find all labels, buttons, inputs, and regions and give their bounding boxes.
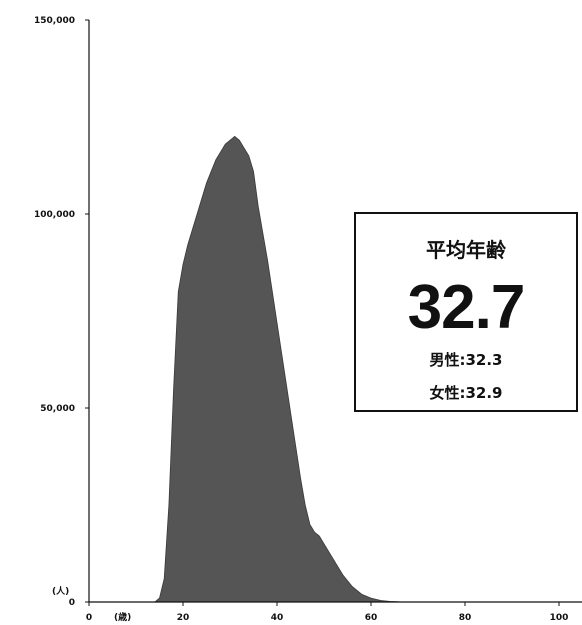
x-tick-label: 80 (459, 613, 472, 623)
x-unit-label: (歳) (114, 611, 131, 623)
female-average-age: 女性:32.9 (429, 384, 503, 402)
x-tick-label: 40 (271, 613, 284, 623)
average-age-box: 平均年齢 32.7 男性:32.3 女性:32.9 (354, 212, 578, 412)
y-tick-label: 0 (69, 598, 75, 608)
x-tick-label: 0 (86, 613, 92, 623)
age-distribution-area (89, 135, 582, 603)
x-tick-label: 100 (550, 613, 569, 623)
average-age-value: 32.7 (407, 273, 526, 342)
y-tick-label: 50,000 (40, 404, 75, 414)
y-tick-label: 150,000 (34, 16, 75, 26)
y-tick-label: 100,000 (34, 210, 75, 220)
average-age-title: 平均年齢 (426, 238, 506, 262)
male-average-age: 男性:32.3 (429, 351, 503, 369)
x-tick-label: 20 (177, 613, 190, 623)
y-unit-label: (人) (52, 585, 69, 597)
x-tick-label: 60 (365, 613, 378, 623)
